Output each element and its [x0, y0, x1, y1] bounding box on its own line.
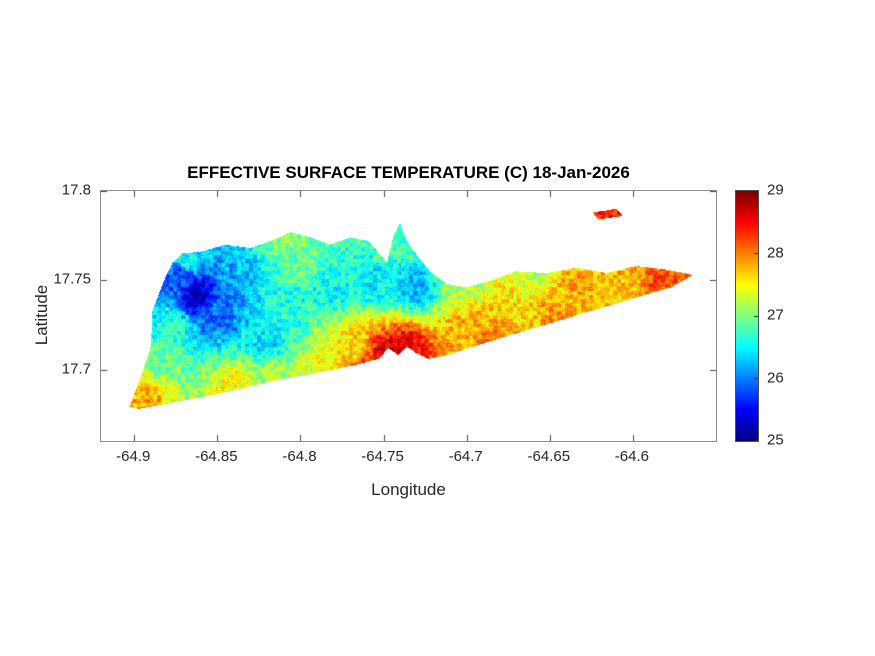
x-axis-label: Longitude: [371, 480, 446, 499]
colorbar-tick-label: 29: [767, 181, 784, 199]
x-tick-label: -64.85: [195, 448, 238, 465]
y-axis-label: Latitude: [32, 284, 51, 346]
y-tick-label: 17.8: [61, 181, 91, 199]
x-tick-label: -64.7: [448, 448, 483, 465]
plot-area: [100, 190, 717, 442]
x-tick-label: -64.9: [116, 448, 151, 465]
colorbar: [735, 190, 759, 442]
colorbar-tick-label: 25: [767, 431, 784, 449]
colorbar-tick-label: 26: [767, 369, 784, 386]
chart-title: EFFECTIVE SURFACE TEMPERATURE (C) 18-Jan…: [187, 163, 630, 182]
y-tick-label: 17.7: [61, 360, 91, 378]
colorbar-tick-label: 28: [767, 244, 784, 261]
colorbar-gradient-canvas: [736, 191, 758, 441]
colorbar-tick-label: 27: [767, 306, 784, 324]
temperature-heatmap-canvas: [101, 191, 716, 441]
y-tick-label: 17.75: [53, 270, 91, 288]
x-tick-label: -64.8: [282, 448, 317, 465]
x-tick-label: -64.65: [527, 448, 571, 465]
x-tick-label: -64.6: [614, 448, 649, 465]
x-tick-label: -64.75: [361, 448, 404, 465]
